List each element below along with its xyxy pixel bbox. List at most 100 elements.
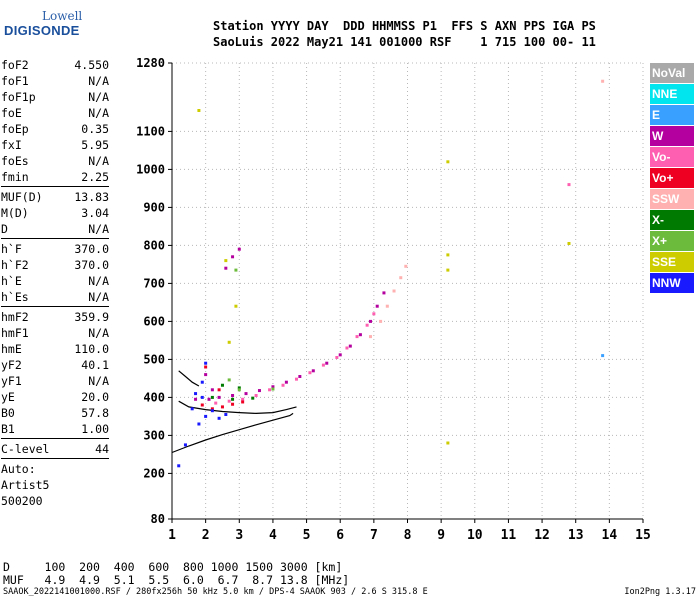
param-label: yE	[1, 390, 15, 404]
auto-scaling-info: Auto: Artist5 500200	[1, 461, 109, 509]
profile-curve	[178, 370, 200, 387]
param-value: 359.9	[74, 310, 109, 324]
echo-point-vo	[372, 312, 376, 316]
echo-point-w	[237, 247, 241, 251]
auto-code: 500200	[1, 494, 43, 508]
echo-point-vo	[231, 402, 235, 406]
param-label: hmF1	[1, 326, 29, 340]
echo-point-w	[194, 397, 198, 401]
y-tick-label: 800	[143, 238, 165, 252]
echo-point-vo	[220, 405, 224, 409]
param-label: foEp	[1, 122, 29, 136]
echo-point-w	[204, 373, 208, 377]
echo-point-vo	[268, 388, 272, 392]
digisonde-logo: Lowell DIGISONDE	[4, 6, 82, 40]
param-value: 370.0	[74, 242, 109, 256]
param-value: N/A	[88, 106, 109, 120]
param-value: 0.35	[81, 122, 109, 136]
param-label: foF1	[1, 74, 29, 88]
echo-point-sse	[197, 109, 201, 112]
echo-point-nnw	[224, 413, 228, 416]
separator	[1, 186, 109, 187]
echo-point-vo	[210, 407, 214, 411]
echo-point-w	[368, 319, 372, 323]
separator	[1, 438, 109, 439]
param-value: 44	[95, 442, 109, 456]
echo-point-vo	[308, 371, 312, 375]
x-tick-label: 7	[370, 528, 378, 543]
echo-point-vo	[200, 403, 204, 407]
echo-point-vo	[204, 365, 208, 369]
echo-point-w	[298, 375, 302, 378]
y-tick-label: 1100	[136, 124, 165, 138]
param-value: 2.25	[81, 170, 109, 184]
x-tick-label: 8	[404, 528, 412, 543]
profile-curve	[178, 400, 297, 415]
echo-point-nnw	[204, 414, 208, 418]
y-tick-label: 900	[143, 200, 165, 214]
param-row: M(D) 3.04	[1, 205, 109, 221]
echo-point-w	[244, 392, 248, 396]
separator	[1, 458, 109, 459]
param-label: foEs	[1, 154, 29, 168]
y-tick-label: 400	[143, 390, 165, 404]
echo-point-vo	[567, 183, 571, 187]
echo-point-w	[375, 304, 379, 308]
param-row: fxI 5.95	[1, 137, 109, 153]
param-value: 370.0	[74, 258, 109, 272]
x-tick-label: 13	[568, 528, 584, 543]
param-row: yF1 N/A	[1, 373, 109, 389]
legend-item: E	[650, 105, 694, 125]
y-tick-label: 600	[143, 314, 165, 328]
param-label: h`F2	[1, 258, 29, 272]
legend-item: NNW	[650, 273, 694, 293]
param-value: 110.0	[74, 342, 109, 356]
echo-point-w	[217, 395, 221, 399]
y-tick-label: 700	[143, 276, 165, 290]
legend-item: W	[650, 126, 694, 146]
echo-point-x	[210, 395, 214, 399]
x-tick-label: 4	[269, 528, 277, 543]
x-tick-label: 10	[467, 528, 483, 543]
echo-point-ssw	[385, 304, 389, 308]
legend-item: X-	[650, 210, 694, 230]
echo-point-nnw	[200, 395, 204, 399]
echo-point-vo	[241, 397, 245, 401]
echo-point-sse	[234, 304, 238, 308]
param-label: foE	[1, 106, 22, 120]
param-row: foF2 4.550	[1, 57, 109, 73]
echo-point-ssw	[392, 289, 396, 293]
echo-point-vo	[254, 394, 258, 397]
auto-label: Auto:	[1, 462, 36, 476]
polarization-legend: NoVal NNE E W Vo- Vo+ SSW X- X+ SSE NNW	[650, 63, 694, 294]
param-row: MUF(D) 13.83	[1, 189, 109, 205]
param-label: yF2	[1, 358, 22, 372]
header-line-labels: Station YYYY DAY DDD HHMMSS P1 FFS S AXN…	[213, 19, 596, 33]
param-row: hmE 110.0	[1, 341, 109, 357]
echo-point-nnw	[190, 407, 194, 411]
echo-point-x	[231, 397, 235, 401]
x-tick-label: 1	[168, 528, 176, 543]
param-label: h`F	[1, 242, 22, 256]
echo-point-nnw	[210, 409, 214, 413]
footer-version: Ion2Png 1.3.17	[624, 587, 696, 597]
param-label: fmin	[1, 170, 29, 184]
echo-point-w	[210, 388, 214, 392]
echo-point-x	[234, 268, 238, 272]
y-tick-label: 200	[143, 466, 165, 480]
param-row: hmF2 359.9	[1, 309, 109, 325]
echo-point-sse	[446, 441, 450, 445]
x-tick-label: 14	[602, 528, 618, 543]
echo-point-vo	[321, 363, 325, 367]
echo-point-nnw	[200, 380, 204, 384]
echo-point-ssw	[601, 79, 605, 83]
x-tick-label: 5	[303, 528, 311, 543]
param-value: N/A	[88, 274, 109, 288]
param-value: N/A	[88, 374, 109, 388]
param-row: foF1p N/A	[1, 89, 109, 105]
param-label: C-level	[1, 442, 50, 456]
echo-point-w	[284, 380, 288, 384]
param-value: N/A	[88, 90, 109, 104]
echo-point-vo	[214, 401, 218, 405]
echo-point-w	[207, 397, 211, 401]
